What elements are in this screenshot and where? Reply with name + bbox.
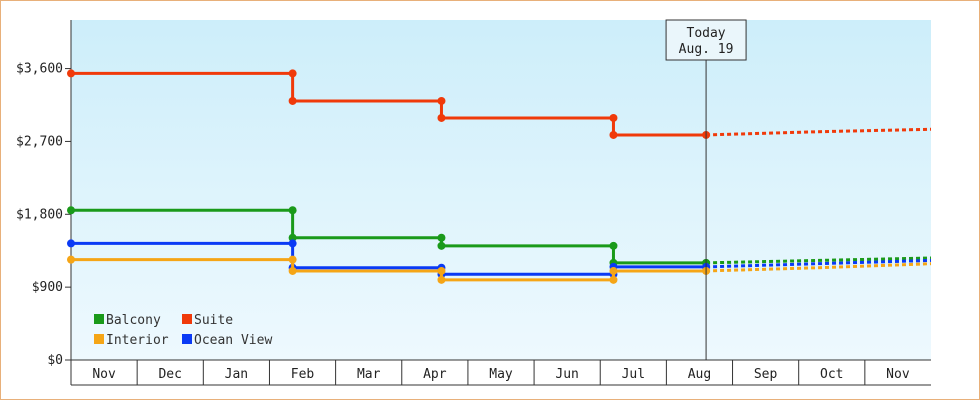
data-point [288, 233, 297, 242]
x-tick-label: Jan [225, 367, 248, 382]
series-projection-line [706, 127, 932, 137]
data-point [67, 255, 75, 264]
legend-swatch [94, 334, 104, 344]
data-point [67, 206, 75, 215]
data-point [609, 113, 618, 122]
today-box [665, 19, 747, 61]
legend-item-balcony: Balcony [94, 313, 161, 328]
x-tick-label: May [489, 367, 513, 382]
series-projection-line [706, 256, 932, 265]
data-point [609, 130, 618, 139]
y-tick-label: $0 [47, 353, 63, 368]
series-projection-line [706, 258, 932, 269]
x-tick-label: Apr [423, 367, 447, 382]
data-point [288, 239, 297, 248]
data-point [437, 241, 446, 250]
series-balcony [67, 206, 932, 267]
legend-label: Suite [194, 313, 233, 328]
data-point [437, 113, 446, 122]
data-point [609, 275, 618, 284]
plot-background [71, 20, 931, 360]
today-label: Today [687, 26, 726, 41]
data-point [609, 241, 618, 250]
x-tick-label: Sep [754, 367, 778, 382]
today-date: Aug. 19 [679, 42, 734, 57]
data-point [437, 233, 446, 242]
x-tick-label: Aug [688, 367, 711, 382]
data-point [437, 96, 446, 105]
x-tick-label: Jul [622, 367, 645, 382]
y-tick-label: $2,700 [16, 134, 63, 149]
data-point [437, 275, 446, 284]
x-tick-label: Nov [92, 367, 116, 382]
data-point [288, 255, 297, 264]
legend-swatch [182, 314, 192, 324]
x-tick-label: Dec [158, 367, 181, 382]
data-point [609, 266, 618, 275]
x-tick-label: Jun [555, 367, 578, 382]
data-point [437, 266, 446, 275]
series-projection-line [706, 262, 932, 273]
x-tick-label: Oct [820, 367, 843, 382]
legend-swatch [94, 314, 104, 324]
legend-swatch [182, 334, 192, 344]
data-point [67, 69, 75, 78]
legend-label: Balcony [106, 313, 161, 328]
data-point [288, 266, 297, 275]
legend-label: Ocean View [194, 333, 272, 348]
data-point [67, 239, 75, 248]
y-tick-label: $900 [32, 280, 63, 295]
y-tick-label: $3,600 [16, 62, 63, 77]
y-tick-label: $1,800 [16, 207, 63, 222]
data-point [288, 69, 297, 78]
data-point [288, 96, 297, 105]
legend-label: Interior [106, 333, 169, 348]
legend-item-ocean-view: Ocean View [182, 333, 272, 348]
legend-item-suite: Suite [182, 313, 233, 328]
x-tick-label: Mar [357, 367, 381, 382]
data-point [288, 206, 297, 215]
legend-item-interior: Interior [94, 333, 169, 348]
series-interior [67, 255, 932, 284]
x-tick-label: Feb [291, 367, 315, 382]
x-tick-label: Nov [886, 367, 910, 382]
